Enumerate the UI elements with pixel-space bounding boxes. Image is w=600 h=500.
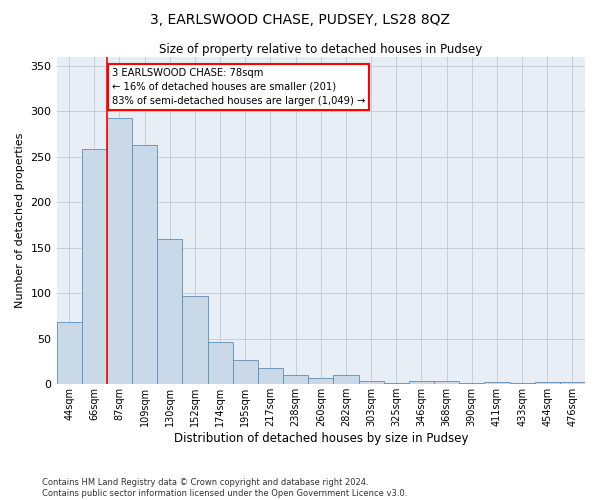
Text: Contains HM Land Registry data © Crown copyright and database right 2024.
Contai: Contains HM Land Registry data © Crown c… [42,478,407,498]
Bar [107,118,132,384]
Bar [56,322,82,384]
X-axis label: Distribution of detached houses by size in Pudsey: Distribution of detached houses by size … [173,432,468,445]
Title: Size of property relative to detached houses in Pudsey: Size of property relative to detached ho… [159,42,482,56]
Text: 3, EARLSWOOD CHASE, PUDSEY, LS28 8QZ: 3, EARLSWOOD CHASE, PUDSEY, LS28 8QZ [150,12,450,26]
Bar [359,380,383,384]
Bar [334,375,359,384]
Bar [560,382,585,384]
Bar [283,375,308,384]
Y-axis label: Number of detached properties: Number of detached properties [15,133,25,308]
Bar [208,342,233,384]
Bar [409,380,434,384]
Bar [308,378,334,384]
Bar [182,296,208,384]
Bar [258,368,283,384]
Bar [82,150,107,384]
Bar [484,382,509,384]
Bar [434,380,459,384]
Bar [535,382,560,384]
Text: 3 EARLSWOOD CHASE: 78sqm
← 16% of detached houses are smaller (201)
83% of semi-: 3 EARLSWOOD CHASE: 78sqm ← 16% of detach… [112,68,365,106]
Bar [132,145,157,384]
Bar [233,360,258,384]
Bar [157,238,182,384]
